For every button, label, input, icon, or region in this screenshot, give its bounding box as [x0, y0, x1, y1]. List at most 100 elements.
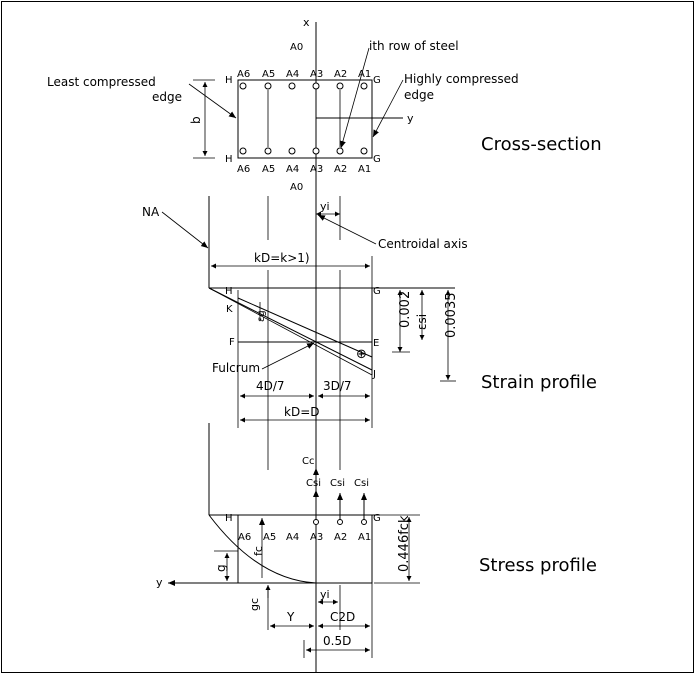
csi-label-a2: Csi: [330, 478, 345, 489]
stress-bar-label-a3: A3: [310, 532, 323, 543]
a0-bottom-label: A0: [290, 182, 303, 193]
stress-bar-label-a6: A6: [238, 532, 251, 543]
fc-label: fc: [252, 546, 265, 556]
cross-section-group: x y A0 A0 A6 A5 A4 A3 A2 A1: [47, 16, 602, 672]
strain-f-label: F: [229, 337, 235, 348]
bar-dot: [336, 147, 344, 155]
highly-compressed-leader: [372, 79, 404, 138]
stress-profile-title: Stress profile: [479, 555, 597, 576]
bar-dot: [239, 82, 247, 90]
stress-bar-a2: [337, 519, 343, 525]
ith-row-leader: [339, 47, 370, 149]
bar-label-bottom-a6: A6: [237, 164, 250, 175]
strain-g-label: G: [373, 286, 381, 297]
strain-line-3: [208, 287, 373, 376]
cross-section-title: Cross-section: [481, 134, 602, 155]
stress-bar-a3: [313, 519, 319, 525]
fulcrum-leader: [261, 342, 315, 370]
bar-dot: [239, 147, 247, 155]
guide-lines: [208, 196, 373, 515]
bar-dot: [264, 82, 272, 90]
bar-dot: [336, 82, 344, 90]
strain-e-label: E: [373, 338, 379, 349]
bar-label-top-a3: A3: [310, 69, 323, 80]
strain-h-label: H: [225, 286, 233, 297]
yi-stress-label: yi: [320, 588, 330, 601]
fulcrum-label: Fulcrum: [212, 361, 260, 375]
four-d7-label: 4D/7: [256, 379, 285, 393]
stress-bar-a1: [361, 519, 367, 525]
bar-label-bottom-a3: A3: [310, 164, 323, 175]
label-g-top: G: [373, 75, 381, 86]
a0-top-label: A0: [290, 42, 303, 53]
bar-label-top-a4: A4: [286, 69, 299, 80]
highly-compressed-label-1: Highly compressed: [404, 72, 519, 86]
strain-profile-group: H G K F E J ⊕ εg Fulcrum 0.002 εsi 0.003…: [208, 286, 597, 423]
stress-y-label: y: [156, 576, 163, 589]
e0035-label: 0.0035: [444, 293, 459, 339]
stress-g-label: G: [373, 513, 381, 524]
na-leader: [161, 211, 209, 249]
bar-label-top-a1: A1: [358, 69, 371, 80]
stress-bar-label-a2: A2: [334, 532, 347, 543]
three-d7-label: 3D/7: [323, 379, 352, 393]
centroidal-leader: [317, 214, 377, 245]
strain-profile-title: Strain profile: [481, 372, 597, 393]
gc-label: gc: [248, 598, 261, 611]
stress-bar-label-a4: A4: [286, 532, 299, 543]
bar-dot: [360, 82, 368, 90]
cc-label: Cc: [302, 456, 314, 467]
esi-label: εsi: [415, 314, 429, 330]
bars-top-row: [239, 82, 368, 90]
label-h-bottom: H: [225, 154, 233, 165]
kd-gt1-label: kD=k>1): [254, 251, 310, 265]
section-rect: [237, 79, 373, 159]
bar-dot: [312, 147, 320, 155]
kd-eq-label: kD=D: [284, 405, 319, 419]
y-dim-label: Y: [286, 610, 295, 624]
eg-label: εg: [256, 310, 267, 322]
bar-dot: [288, 147, 296, 155]
stress-parabola: [208, 514, 317, 584]
ith-row-label: ith row of steel: [369, 39, 459, 53]
strain-line-2: [237, 297, 373, 358]
strain-k-label: K: [226, 304, 233, 315]
bar-dot: [312, 82, 320, 90]
bar-label-bottom-a5: A5: [262, 164, 275, 175]
bar-dot: [264, 147, 272, 155]
bar-label-top-a6: A6: [237, 69, 250, 80]
csi-label-a1: Csi: [354, 478, 369, 489]
na-label: NA: [142, 205, 160, 219]
stress-bar-label-a1: A1: [358, 532, 371, 543]
centroidal-axis-label: Centroidal axis: [378, 237, 468, 251]
bar-label-top-a2: A2: [334, 69, 347, 80]
stress-bar-label-a5: A5: [263, 532, 276, 543]
plus-icon: ⊕: [356, 347, 367, 362]
bar-label-top-a5: A5: [262, 69, 275, 80]
least-compressed-label-2: edge: [152, 90, 182, 104]
strain-line-1: [208, 287, 373, 371]
bar-dot: [288, 82, 296, 90]
label-g-bottom: G: [373, 154, 381, 165]
yi-label: yi: [320, 200, 330, 213]
c2d-label: C2D: [330, 610, 355, 624]
fck-label: 0.446fck: [397, 515, 412, 572]
half-d-label: 0.5D: [323, 634, 351, 648]
label-h-top: H: [225, 75, 233, 86]
highly-compressed-label-2: edge: [404, 88, 434, 102]
e002-label: 0.002: [398, 291, 413, 328]
b-label: b: [189, 116, 203, 124]
bar-label-bottom-a2: A2: [334, 164, 347, 175]
least-compressed-leader: [188, 83, 237, 119]
y-axis-label: y: [407, 112, 414, 125]
bar-label-bottom-a4: A4: [286, 164, 299, 175]
bar-dot: [360, 147, 368, 155]
g-label: g: [214, 564, 228, 572]
bars-bottom-row: [239, 147, 368, 155]
stress-h-label: H: [225, 513, 233, 524]
least-compressed-label-1: Least compressed: [47, 75, 156, 89]
strain-j-label: J: [372, 369, 376, 380]
stress-profile-group: y H G Cc Csi Csi Csi A6 A5 A4 A3 A2 A1 f…: [156, 456, 597, 658]
